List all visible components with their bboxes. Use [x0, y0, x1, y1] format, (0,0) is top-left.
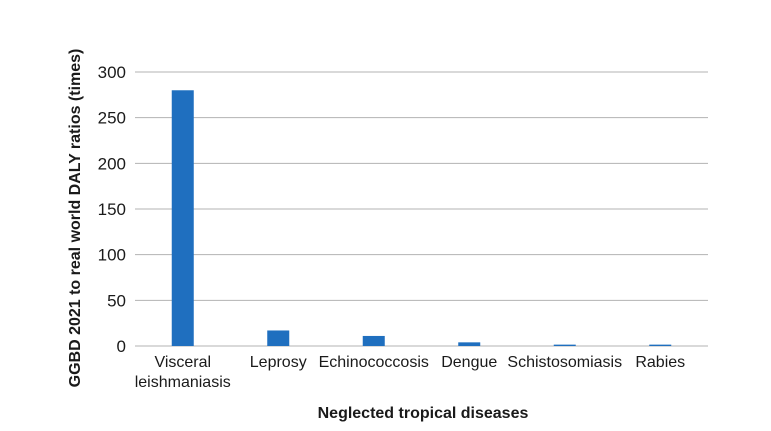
bar	[267, 330, 290, 346]
y-tick-label: 300	[98, 63, 126, 82]
bar	[362, 335, 385, 346]
x-tick-label: Dengue	[441, 354, 497, 371]
bar	[458, 342, 481, 346]
x-tick-label: Schistosomiasis	[507, 354, 622, 371]
y-tick-label: 200	[98, 154, 126, 173]
y-axis-ticks: 0 50 100 150 200 250 300	[98, 63, 126, 356]
x-axis-title: Neglected tropical diseases	[318, 405, 529, 422]
bar	[171, 90, 194, 347]
bars	[171, 90, 672, 347]
y-tick-label: 250	[98, 109, 126, 128]
x-tick-label: leishmaniasis	[135, 374, 231, 391]
bar	[649, 344, 672, 346]
y-tick-label: 100	[98, 246, 126, 265]
y-tick-label: 50	[107, 291, 126, 310]
y-tick-label: 150	[98, 200, 126, 219]
x-tick-label: Rabies	[635, 354, 685, 371]
bar	[553, 344, 576, 346]
x-tick-label: Echinococcosis	[319, 354, 429, 371]
y-tick-label: 0	[117, 337, 126, 356]
y-axis-title: GGBD 2021 to real world DALY ratios (tim…	[67, 49, 84, 388]
x-tick-label: Leprosy	[250, 354, 307, 371]
x-tick-label: Visceral	[154, 354, 211, 371]
x-axis-labels: Visceral leishmaniasis Leprosy Echinococcos…	[135, 354, 685, 391]
gridlines	[135, 71, 708, 347]
